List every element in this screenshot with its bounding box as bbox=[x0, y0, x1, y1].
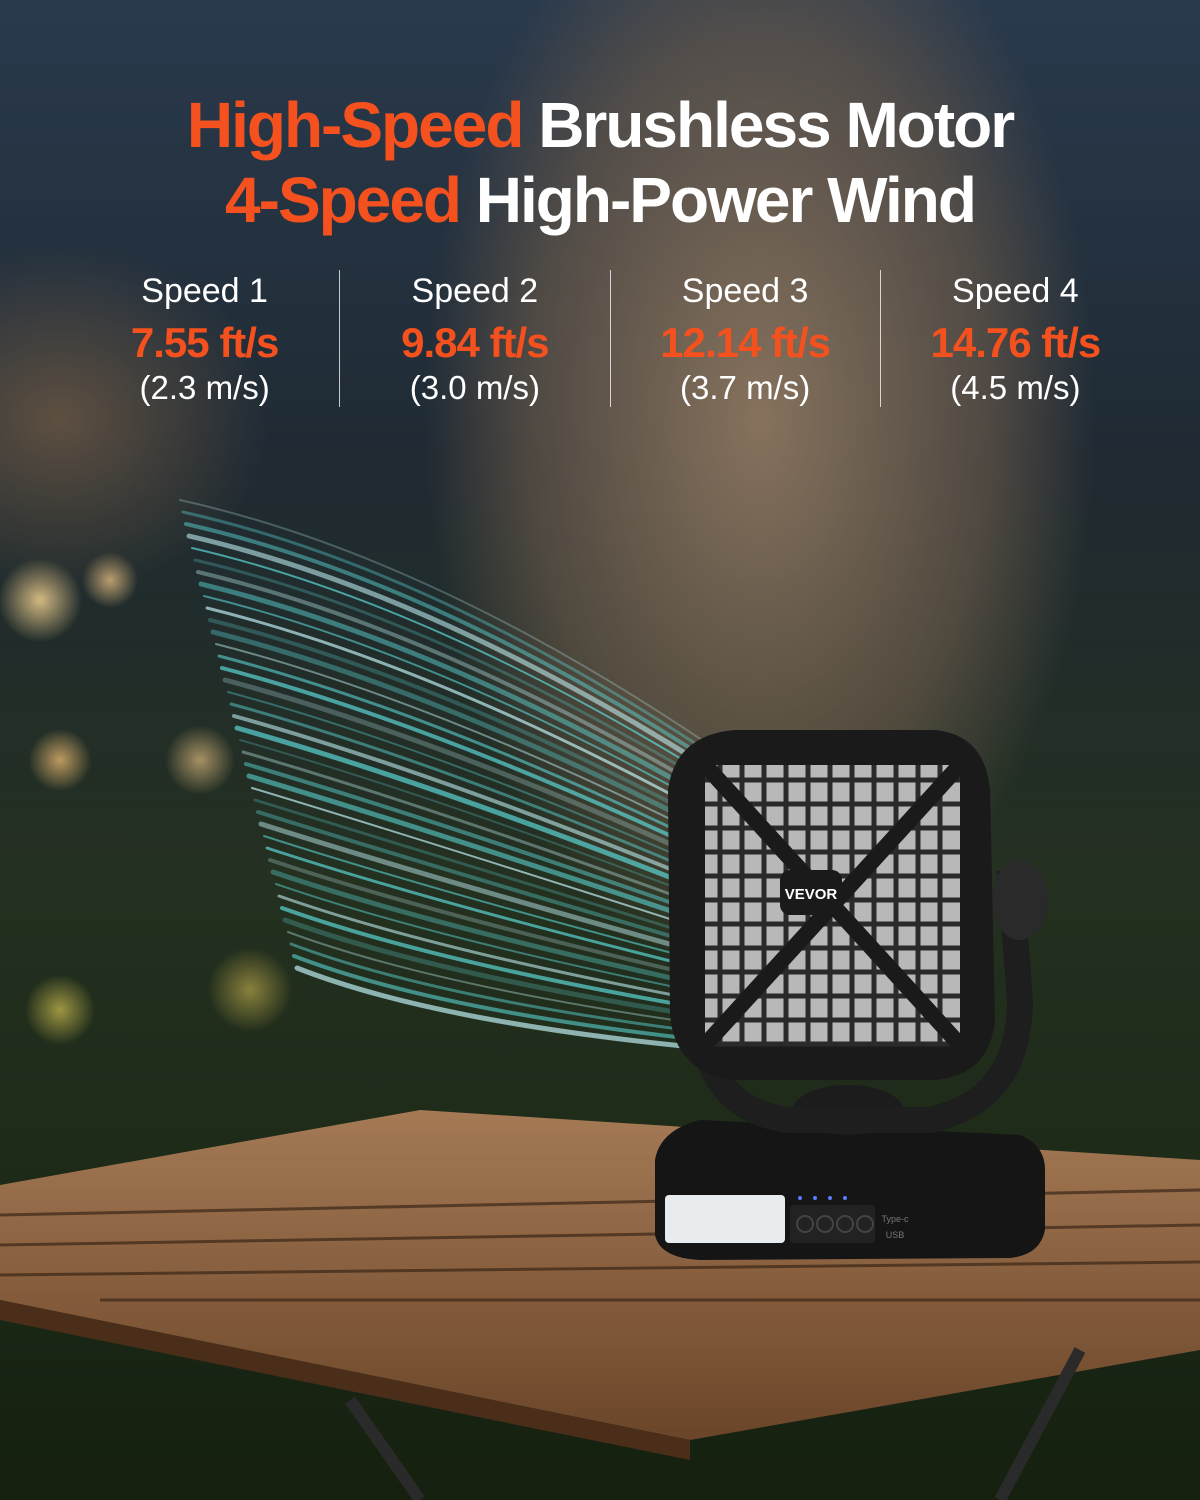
port-label-typec: Type-c bbox=[881, 1214, 909, 1224]
led-light-panel bbox=[665, 1195, 785, 1243]
headline-accent-1: High-Speed bbox=[186, 89, 525, 161]
wind-streak bbox=[193, 558, 762, 817]
speed-ft-value: 9.84 ft/s bbox=[401, 319, 549, 366]
wind-streak bbox=[191, 547, 761, 809]
headline-line-1: High-Speed Brushless Motor bbox=[0, 88, 1200, 162]
speed-ft-value: 12.14 ft/s bbox=[660, 319, 831, 366]
wind-streak bbox=[181, 510, 762, 789]
speed-ft-value: 7.55 ft/s bbox=[130, 319, 279, 366]
wind-streak bbox=[179, 499, 761, 781]
speed-label: Speed 1 bbox=[141, 272, 268, 310]
port-label-usb: USB bbox=[886, 1230, 905, 1240]
speed-column-4: Speed 4 14.76 ft/s (4.5 m/s) bbox=[879, 270, 1150, 407]
speed-ms-value: (3.7 m/s) bbox=[680, 369, 811, 406]
brand-logo: VEVOR bbox=[785, 886, 838, 903]
speed-label: Speed 4 bbox=[952, 272, 1079, 310]
speed-ms-value: (2.3 m/s) bbox=[139, 369, 270, 406]
headline-line-2: 4-Speed High-Power Wind bbox=[0, 163, 1200, 237]
speed-ms-value: (4.5 m/s) bbox=[950, 369, 1081, 406]
wind-streak bbox=[186, 533, 763, 804]
speed-label: Speed 2 bbox=[411, 272, 539, 310]
speed-column-1: Speed 1 7.55 ft/s (2.3 m/s) bbox=[70, 270, 339, 407]
wind-streak bbox=[184, 522, 762, 796]
speed-label: Speed 3 bbox=[681, 272, 809, 310]
headline-accent-2: 4-Speed bbox=[225, 164, 462, 236]
speed-ms-value: (3.0 m/s) bbox=[409, 369, 540, 406]
speed-ft-value: 14.76 ft/s bbox=[930, 319, 1101, 366]
headline-rest-1: Brushless Motor bbox=[538, 89, 1015, 161]
speed-column-2: Speed 2 9.84 ft/s (3.0 m/s) bbox=[339, 270, 609, 407]
speed-specs: Speed 1 7.55 ft/s (2.3 m/s) Speed 2 9.84… bbox=[70, 270, 1150, 407]
speed-column-3: Speed 3 12.14 ft/s (3.7 m/s) bbox=[609, 270, 880, 407]
headline-rest-2: High-Power Wind bbox=[475, 164, 977, 236]
speed-knob[interactable] bbox=[992, 860, 1048, 940]
